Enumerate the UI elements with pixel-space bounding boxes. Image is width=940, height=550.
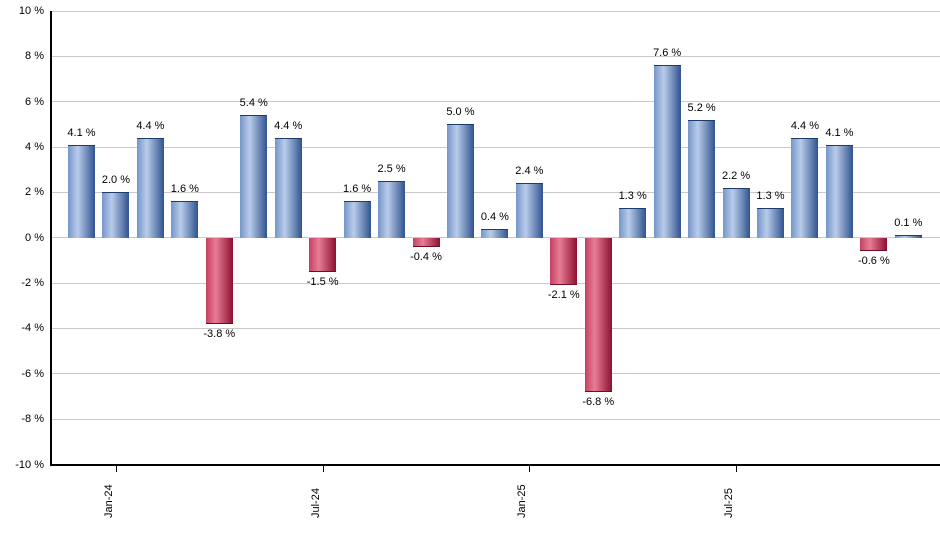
y-axis-label: 0 % xyxy=(25,231,44,244)
bar-value-label: -6.8 % xyxy=(582,395,615,408)
bar xyxy=(619,208,647,238)
y-axis-label: -10 % xyxy=(15,458,44,471)
bar xyxy=(722,187,750,238)
bar xyxy=(102,192,130,238)
bar xyxy=(825,144,853,238)
bar-value-label: 5.4 % xyxy=(239,97,268,110)
bar-value-label: 2.0 % xyxy=(101,174,130,187)
y-axis-label: -8 % xyxy=(21,413,44,426)
bar xyxy=(136,137,164,238)
gridline xyxy=(50,191,940,193)
bar-value-label: 1.6 % xyxy=(170,183,199,196)
y-axis-label: 10 % xyxy=(18,5,44,17)
gridline xyxy=(50,327,940,329)
bar xyxy=(584,237,612,392)
x-axis-label: Jul-25 xyxy=(723,487,736,518)
bar xyxy=(171,201,199,238)
bar xyxy=(205,237,233,324)
bar-value-label: 4.1 % xyxy=(825,126,854,139)
bar-value-label: 5.0 % xyxy=(446,106,475,119)
bar xyxy=(274,137,302,238)
y-axis-label: 4 % xyxy=(25,141,44,154)
bar-value-label: 4.4 % xyxy=(274,119,303,132)
bar-value-label: -0.4 % xyxy=(410,250,442,263)
bar-value-label: -1.5 % xyxy=(306,275,339,288)
bar xyxy=(860,237,888,252)
bar xyxy=(240,115,268,238)
x-axis-line xyxy=(50,463,940,466)
bar xyxy=(515,183,543,238)
bar-value-label: 1.3 % xyxy=(756,190,785,203)
gridline xyxy=(50,10,940,12)
bar xyxy=(446,124,474,238)
y-axis-label: -2 % xyxy=(21,277,44,290)
y-axis-label: -4 % xyxy=(21,322,44,335)
x-axis-label: Jul-24 xyxy=(309,487,322,518)
gridline xyxy=(50,101,940,103)
x-axis-tick xyxy=(115,465,117,472)
x-axis-tick xyxy=(322,465,324,472)
bar xyxy=(688,119,716,238)
bar xyxy=(653,65,681,238)
bar-value-label: -3.8 % xyxy=(203,327,236,340)
bar-value-label: 5.2 % xyxy=(687,101,716,114)
bar xyxy=(481,228,509,238)
bar-value-label: 0.4 % xyxy=(480,210,509,223)
gridline xyxy=(50,418,940,420)
bar-value-label: -2.1 % xyxy=(547,289,580,302)
gridline xyxy=(50,373,940,375)
x-axis-tick xyxy=(529,465,531,472)
bar xyxy=(894,235,922,238)
bar xyxy=(378,181,406,238)
gridline xyxy=(50,55,940,57)
bar-value-label: 4.4 % xyxy=(790,119,819,132)
y-axis-label: 6 % xyxy=(25,95,44,108)
gridline xyxy=(50,146,940,148)
bar xyxy=(550,237,578,286)
bar-value-label: 2.5 % xyxy=(377,163,406,176)
x-axis-tick xyxy=(736,465,738,472)
bar-value-label: 1.6 % xyxy=(343,183,372,196)
bar-value-label: 4.1 % xyxy=(67,126,96,139)
bar xyxy=(343,201,371,238)
gridline xyxy=(50,282,940,284)
bar-value-label: 2.2 % xyxy=(721,169,751,182)
gridline xyxy=(50,237,940,239)
bar xyxy=(309,237,337,272)
bar-value-label: 1.3 % xyxy=(618,190,647,203)
x-axis-label: Jan-24 xyxy=(102,483,115,518)
bar xyxy=(68,144,95,238)
y-axis-label: 8 % xyxy=(25,50,44,63)
bar xyxy=(757,208,784,238)
y-axis-label: -6 % xyxy=(21,367,44,380)
bar-value-label: 4.4 % xyxy=(136,119,165,132)
y-axis-line xyxy=(50,11,52,466)
bar-value-label: 0.1 % xyxy=(894,217,923,230)
x-axis-label: Jan-25 xyxy=(516,483,529,518)
bar-value-label: -0.6 % xyxy=(857,255,890,268)
bar xyxy=(791,137,819,238)
bar-value-label: 7.6 % xyxy=(653,47,682,60)
bar-value-label: 2.4 % xyxy=(515,165,544,178)
bar xyxy=(412,237,440,247)
y-axis-label: 2 % xyxy=(25,186,44,199)
